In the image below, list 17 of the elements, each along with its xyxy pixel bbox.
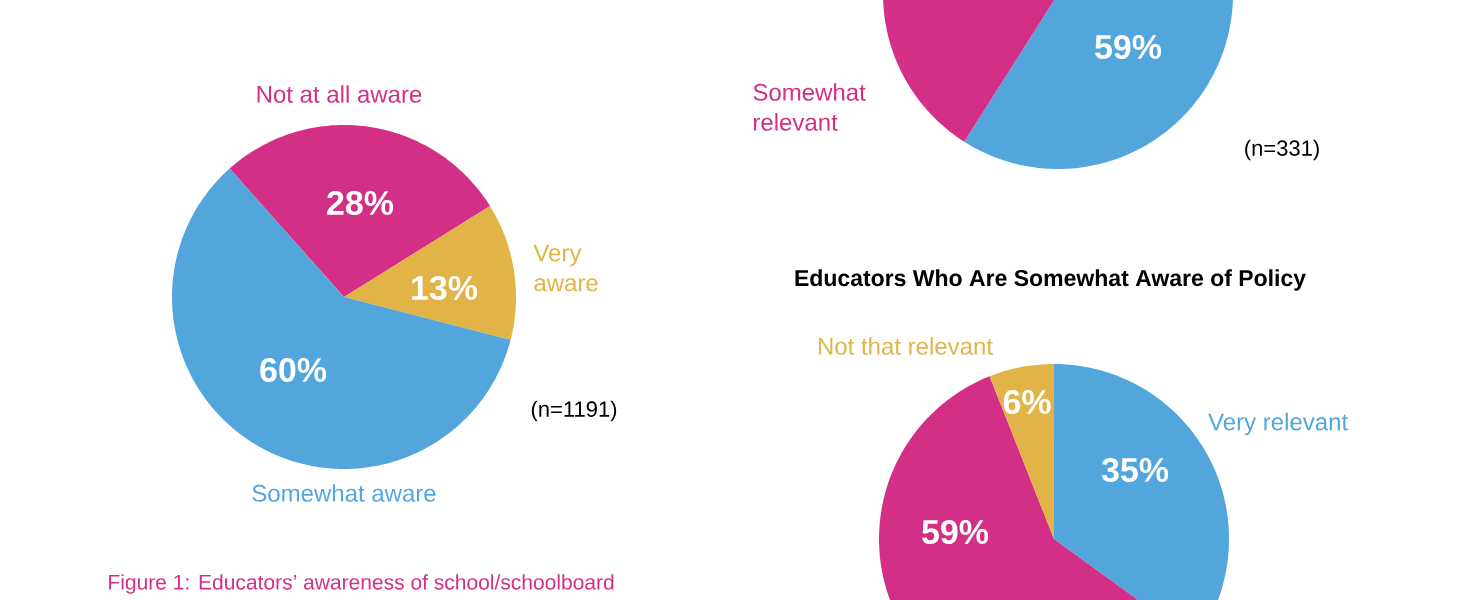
chart-title: Educators Who Are Somewhat Aware of Policy [795, 269, 1306, 291]
data-label: 59% [1095, 34, 1162, 60]
caption: Figure 1: Educators’ awareness of school/schoolboard [109, 574, 614, 594]
text: (n=331) [1245, 139, 1319, 161]
slice-label: Very relevant [1208, 412, 1348, 436]
slice-label: Not that relevant [818, 337, 993, 355]
slice-label: Not at all aware [257, 85, 422, 103]
data-label: 13% [412, 275, 478, 301]
slice-label: Very aware [533, 244, 598, 292]
slice-label: Somewhat relevant [753, 83, 866, 131]
data-label: 28% [327, 190, 394, 216]
data-label: 6% [1003, 389, 1051, 415]
slice-label: Somewhat aware [252, 484, 436, 502]
data-label: 35% [1101, 457, 1169, 483]
text: (n=1191) [531, 400, 617, 422]
data-label: 60% [260, 357, 327, 383]
data-label: 59% [922, 519, 989, 545]
